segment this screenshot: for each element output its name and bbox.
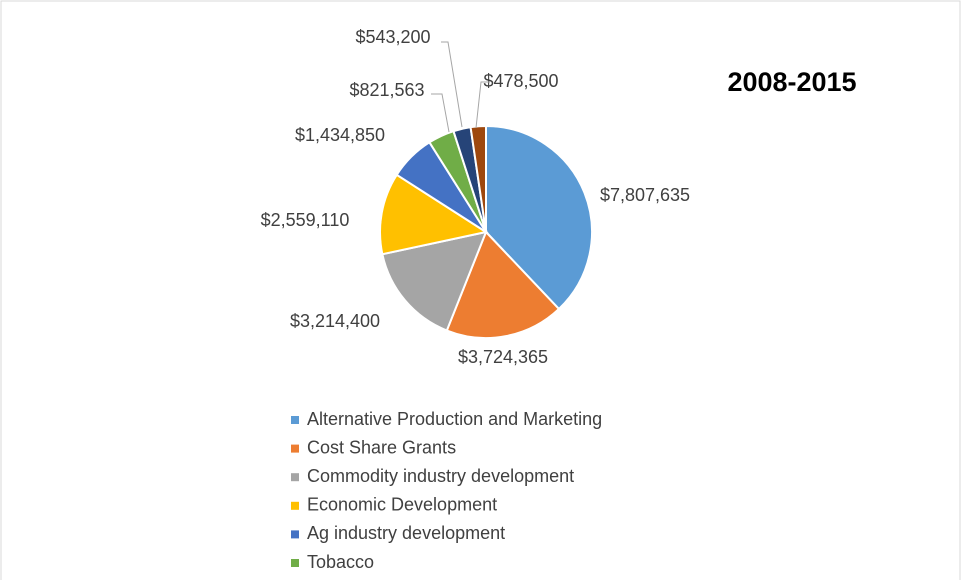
- pie-slice: [469, 124, 487, 233]
- legend-label: Cost Share Grants: [307, 437, 456, 457]
- data-label: $478,500: [483, 71, 558, 91]
- leader-line: [431, 93, 450, 133]
- legend-label: Commodity industry development: [307, 466, 574, 486]
- data-label: $3,214,400: [290, 311, 380, 331]
- legend-swatch: [291, 416, 299, 424]
- pie-slice: [381, 230, 488, 332]
- legend-label: Alternative Production and Marketing: [307, 409, 602, 429]
- legend-swatch: [291, 530, 299, 539]
- data-label: $7,807,635: [600, 185, 690, 205]
- legend-label: Ag industry development: [307, 523, 505, 543]
- legend-swatch: [291, 559, 299, 567]
- data-label: $3,724,365: [458, 347, 548, 367]
- pie-slice: [485, 124, 593, 311]
- pie-slice: [445, 230, 561, 339]
- chart-title: 2008-2015: [727, 67, 856, 97]
- legend-swatch: [291, 501, 299, 510]
- leader-line: [441, 41, 463, 128]
- data-label: $543,200: [355, 27, 430, 47]
- data-label: $821,563: [349, 80, 424, 100]
- legend-swatch: [291, 473, 299, 482]
- leader-line: [475, 81, 490, 129]
- pie-slice: [379, 173, 489, 256]
- legend-swatch: [291, 444, 299, 453]
- data-label: $2,559,110: [261, 210, 350, 230]
- data-label: $1,434,850: [295, 125, 385, 145]
- legend-label: Tobacco: [307, 552, 374, 572]
- legend-label: Economic Development: [307, 495, 497, 515]
